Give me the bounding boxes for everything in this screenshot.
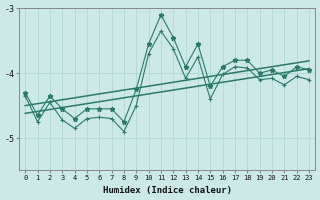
X-axis label: Humidex (Indice chaleur): Humidex (Indice chaleur) <box>103 186 232 195</box>
